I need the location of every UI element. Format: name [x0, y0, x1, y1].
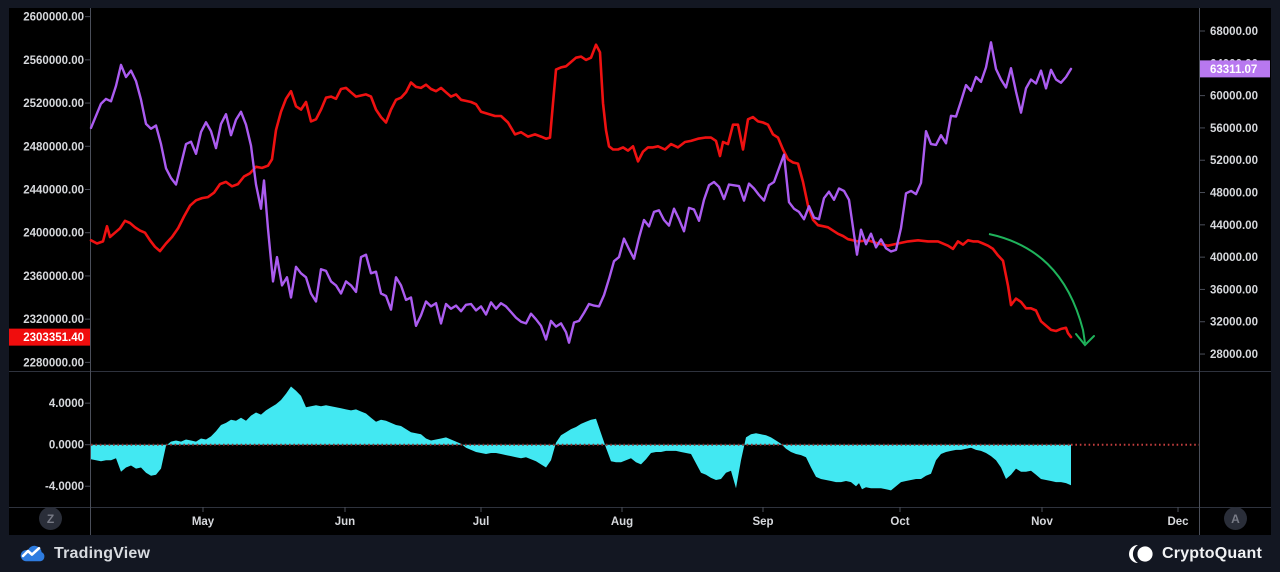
- oscillator-axis-tick-label: 4.0000: [49, 398, 84, 410]
- time-scale[interactable]: [91, 508, 1199, 535]
- cryptoquant-label: CryptoQuant: [1162, 544, 1262, 562]
- left-axis-tick-label: 2400000.00: [23, 228, 84, 240]
- price-scale-right[interactable]: [1200, 8, 1271, 507]
- right-axis-tick-label: 60000.00: [1210, 91, 1258, 103]
- left-axis-tick-label: 2280000.00: [23, 357, 84, 369]
- time-axis-month-label: Jul: [473, 516, 490, 528]
- reserve-last-value-text: 2303351.40: [23, 332, 84, 344]
- price-last-value-badge: [1200, 60, 1270, 78]
- right-axis-tick-label: 52000.00: [1210, 155, 1258, 167]
- exchange-reserve-line-series: [89, 43, 1073, 339]
- time-axis-month-label: May: [192, 516, 215, 528]
- tradingview-logo-icon: [18, 544, 46, 563]
- cryptoquant-attribution[interactable]: CryptoQuant: [1128, 544, 1262, 564]
- time-axis-month-label: Jun: [335, 516, 355, 528]
- right-axis-tick-label: 28000.00: [1210, 349, 1258, 361]
- zoom-out-button[interactable]: Z: [39, 507, 62, 530]
- right-axis-tick-label: 44000.00: [1210, 220, 1258, 232]
- footer: TradingView CryptoQuant: [0, 535, 1280, 572]
- right-axis-tick-label: 36000.00: [1210, 284, 1258, 296]
- time-axis-month-label: Aug: [611, 516, 633, 528]
- time-axis-month-label: Oct: [890, 516, 909, 528]
- left-axis-tick-label: 2440000.00: [23, 185, 84, 197]
- time-axis-month-label: Dec: [1167, 516, 1189, 528]
- right-axis-tick-label: 48000.00: [1210, 188, 1258, 200]
- right-axis-tick-label: 68000.00: [1210, 26, 1258, 38]
- price-chart-svg[interactable]: 2600000.00 2560000.00 2520000.00 2480000.00…: [0, 0, 1280, 535]
- tradingview-attribution[interactable]: TradingView: [18, 544, 150, 563]
- left-axis-tick-label: 2560000.00: [23, 55, 84, 67]
- oscillator-axis-tick-label: -4.0000: [45, 481, 84, 493]
- left-axis-tick-label: 2360000.00: [23, 271, 84, 283]
- cryptoquant-logo-icon: [1128, 544, 1154, 564]
- downtrend-arrow-annotation: [988, 233, 1086, 344]
- right-axis-tick-label: 40000.00: [1210, 252, 1258, 264]
- price-line-series: [89, 41, 1073, 344]
- left-axis-tick-label: 2320000.00: [23, 314, 84, 326]
- left-axis-tick-label: 2600000.00: [23, 12, 84, 24]
- time-axis-month-label: Sep: [752, 516, 773, 528]
- right-axis-tick-label: 56000.00: [1210, 123, 1258, 135]
- arrowhead-icon: [1075, 333, 1095, 347]
- tradingview-label: TradingView: [54, 544, 151, 562]
- left-axis-tick-label: 2480000.00: [23, 141, 84, 153]
- reserve-last-value-badge: [9, 328, 90, 346]
- price-last-value-text: 63311.07: [1210, 64, 1257, 76]
- time-axis-month-label: Nov: [1031, 516, 1053, 528]
- auto-scale-button[interactable]: A: [1224, 507, 1247, 530]
- oscillator-plot-area[interactable]: [91, 372, 1199, 507]
- main-plot-area[interactable]: [91, 8, 1199, 371]
- oscillator-axis-tick-label: 0.0000: [49, 440, 84, 452]
- price-scale-left[interactable]: [9, 8, 90, 507]
- left-axis-tick-label: 2520000.00: [23, 98, 84, 110]
- oscillator-area-series: [91, 386, 1071, 491]
- right-axis-tick-label: 32000.00: [1210, 317, 1258, 329]
